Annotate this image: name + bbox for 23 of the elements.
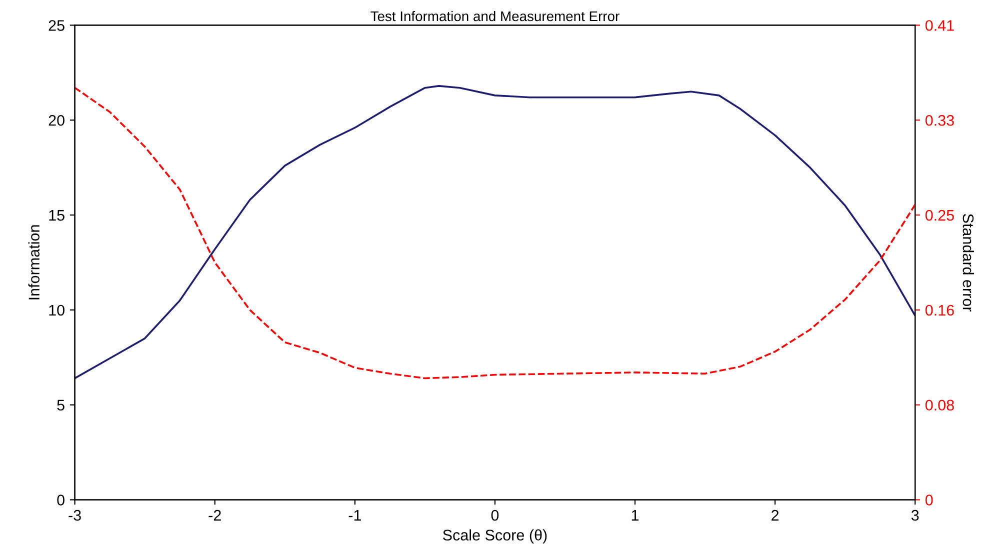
- x-tick-label: 3: [911, 510, 919, 521]
- x-tick-label: 2: [772, 510, 779, 521]
- x-tick-label: -3: [68, 510, 81, 521]
- y2-tick-label: 0.25: [925, 210, 954, 221]
- y-tick-label: 20: [48, 114, 64, 126]
- y2-tick-label: 0.41: [925, 20, 954, 31]
- y-tick-label: 15: [49, 210, 64, 221]
- x-tick-label: -2: [208, 510, 221, 521]
- y2-axis-title: Standard error: [962, 214, 974, 312]
- chart-title: Test Information and Measurement Error: [370, 10, 620, 22]
- y-tick-label: 10: [49, 304, 64, 316]
- y2-tick-label: 0: [925, 494, 933, 506]
- y2-tick-label: 0.08: [925, 400, 954, 411]
- x-tick-label: 0: [491, 510, 499, 521]
- x-tick-label: 1: [632, 510, 639, 521]
- x-axis-title: Scale Score (θ): [443, 529, 547, 544]
- y-tick-label: 0: [57, 494, 64, 506]
- x-tick-label: -1: [348, 510, 361, 521]
- y-axis-title: Information: [28, 225, 40, 300]
- y2-tick-label: 0.16: [925, 304, 954, 316]
- y-tick-label: 25: [48, 20, 64, 31]
- y2-tick-label: 0.33: [925, 114, 954, 126]
- y-tick-label: 5: [57, 400, 64, 411]
